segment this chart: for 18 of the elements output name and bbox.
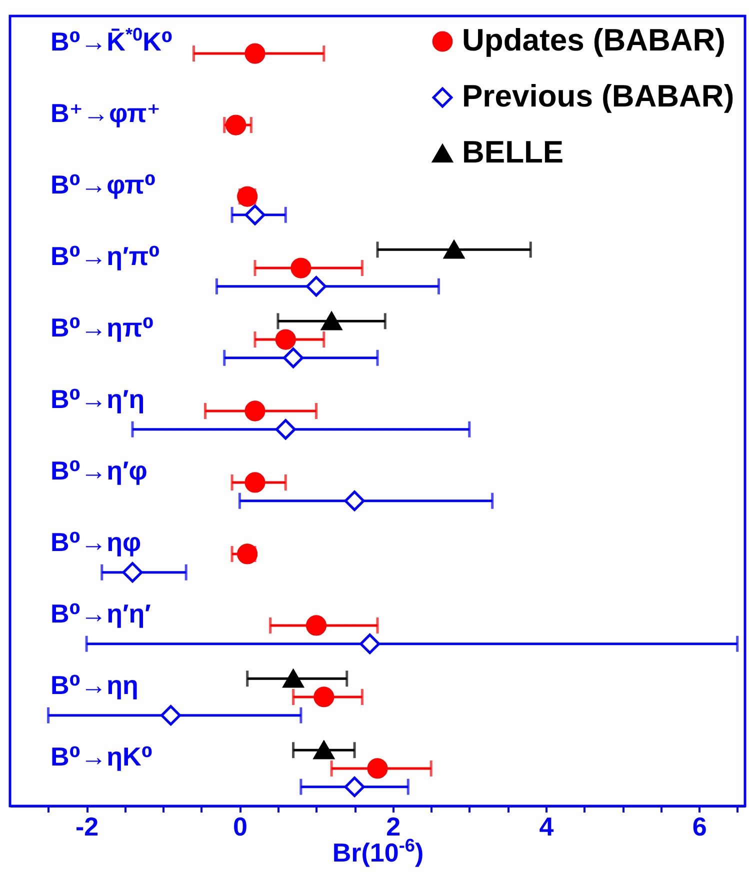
y-tick-label: B⁰→η′η′ <box>50 598 151 628</box>
y-tick-label: B⁰→ηπ⁰ <box>50 312 154 343</box>
y-tick-label: B⁰→ηη <box>50 670 138 700</box>
y-tick-label: B⁰→η′π⁰ <box>50 241 160 272</box>
y-tick-label: B⁰→η′η <box>50 384 145 414</box>
y-tick-label: B⁰→φπ⁰ <box>50 170 156 200</box>
y-tick-label: B⁰→K̄$^{*0}$K⁰ <box>50 24 173 57</box>
legend-label: Updates (BABAR) <box>462 22 726 58</box>
y-tick-label: B⁰→η′φ <box>50 455 148 486</box>
x-tick-label: -2 <box>76 812 99 842</box>
y-tick-label: B⁰→ηφ <box>50 526 142 557</box>
x-tick-label: 0 <box>232 812 248 842</box>
legend-label: Previous (BABAR) <box>462 78 734 114</box>
x-tick-label: 4 <box>539 812 554 842</box>
y-tick-label: B⁰→ηK⁰ <box>50 741 153 772</box>
y-tick-label: B⁺→φπ⁺ <box>50 98 161 128</box>
legend-label: BELLE <box>462 134 564 170</box>
x-tick-label: 6 <box>692 812 707 842</box>
